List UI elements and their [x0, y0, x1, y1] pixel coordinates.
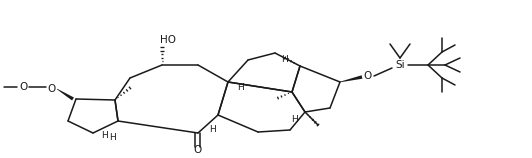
Polygon shape [57, 89, 74, 100]
Text: H: H [290, 115, 297, 125]
Text: H: H [237, 83, 243, 92]
Text: O: O [19, 82, 27, 92]
Text: Si: Si [395, 60, 405, 70]
Text: H: H [281, 55, 288, 64]
Polygon shape [340, 75, 362, 82]
Text: O: O [194, 145, 202, 155]
Text: HO: HO [160, 35, 176, 45]
Text: H: H [101, 131, 107, 140]
Text: H: H [109, 133, 115, 142]
Text: H: H [210, 125, 217, 134]
Text: O: O [364, 71, 372, 81]
Text: O: O [48, 84, 56, 94]
